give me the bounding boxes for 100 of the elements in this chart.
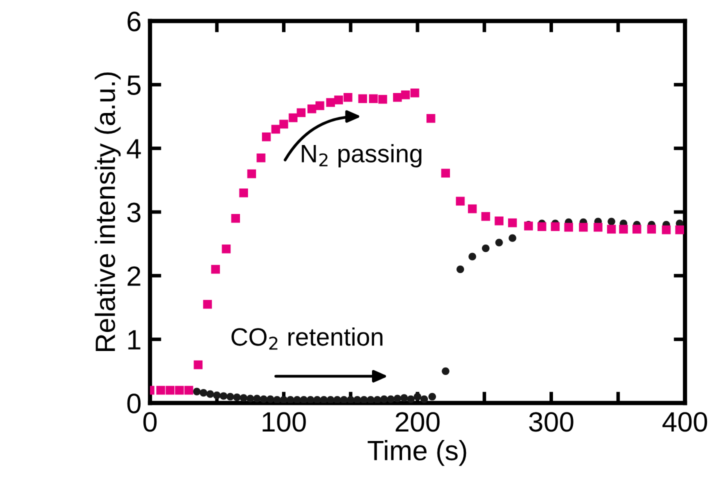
point <box>256 153 266 162</box>
point <box>401 90 410 100</box>
point <box>619 224 628 234</box>
point <box>315 101 324 110</box>
point <box>426 114 436 123</box>
point <box>266 395 274 403</box>
point <box>428 392 436 400</box>
point <box>346 396 354 403</box>
y-tick-label: 4 <box>126 139 141 158</box>
point <box>260 395 268 403</box>
y-tick-label: 5 <box>127 76 141 96</box>
point <box>220 392 228 400</box>
point <box>468 204 477 214</box>
point <box>456 265 464 274</box>
point <box>410 88 420 98</box>
point <box>211 264 220 274</box>
point <box>175 386 184 395</box>
point <box>420 395 428 403</box>
point <box>508 218 517 228</box>
point <box>288 113 298 122</box>
point <box>320 396 328 403</box>
point <box>495 238 503 246</box>
point <box>166 386 174 395</box>
point <box>293 396 301 403</box>
point <box>360 396 368 403</box>
point <box>368 94 378 104</box>
point <box>358 94 368 104</box>
point <box>200 389 208 397</box>
point <box>394 394 402 402</box>
point <box>662 225 671 234</box>
annotation: CO$_{2}$ retention <box>232 327 382 350</box>
y-tick-label: 0 <box>127 394 141 414</box>
y-tick-label: 1 <box>128 330 140 350</box>
point <box>594 222 602 232</box>
y-tick-label: 3 <box>127 202 140 222</box>
point <box>184 386 194 395</box>
point <box>407 395 415 403</box>
point <box>280 396 288 403</box>
point <box>508 234 516 242</box>
point <box>246 394 254 402</box>
point <box>273 396 281 403</box>
point <box>326 396 334 403</box>
point <box>647 224 656 234</box>
point <box>193 388 201 396</box>
point <box>239 188 248 198</box>
point <box>203 300 212 309</box>
point <box>286 396 294 403</box>
point <box>386 395 395 403</box>
point <box>262 132 271 142</box>
point <box>231 214 240 223</box>
point <box>607 224 616 234</box>
x-tick-label: 200 <box>396 412 440 432</box>
point <box>334 96 343 104</box>
point <box>393 93 402 102</box>
y-tick-label: 2 <box>128 266 140 286</box>
annotation: N$_{2}$ passing <box>302 144 422 168</box>
point <box>537 222 546 232</box>
point <box>307 104 316 114</box>
x-axis-title: Time (s) <box>368 440 466 466</box>
point <box>380 395 388 403</box>
point <box>374 396 382 403</box>
point <box>306 396 314 403</box>
point <box>240 394 248 402</box>
point <box>564 222 574 232</box>
point <box>442 367 450 375</box>
point <box>326 98 335 107</box>
point <box>194 360 203 370</box>
point <box>366 396 374 403</box>
point <box>481 212 490 221</box>
point <box>578 222 588 232</box>
point <box>340 396 348 403</box>
point <box>300 396 308 403</box>
point <box>456 196 465 206</box>
point <box>632 224 642 234</box>
point <box>550 222 560 232</box>
point <box>222 244 231 254</box>
point <box>271 124 280 134</box>
x-tick-label: 400 <box>662 412 708 432</box>
point <box>468 252 476 260</box>
x-tick-label: 0 <box>143 412 157 432</box>
point <box>296 108 306 118</box>
point <box>213 392 221 400</box>
point <box>206 390 214 398</box>
x-tick-label: 300 <box>529 412 574 432</box>
point <box>354 396 362 403</box>
point <box>675 225 684 234</box>
point <box>494 216 504 226</box>
point <box>156 386 166 395</box>
point <box>414 392 422 400</box>
y-axis-title: Relative intensity (a.u.) <box>94 72 121 351</box>
point <box>400 394 408 402</box>
x-tick-label: 100 <box>262 412 306 432</box>
point <box>378 94 388 104</box>
point <box>482 244 490 252</box>
point <box>344 93 352 102</box>
point <box>608 218 616 226</box>
point <box>226 392 234 400</box>
point <box>233 393 241 402</box>
point <box>333 396 342 403</box>
point <box>247 169 256 178</box>
